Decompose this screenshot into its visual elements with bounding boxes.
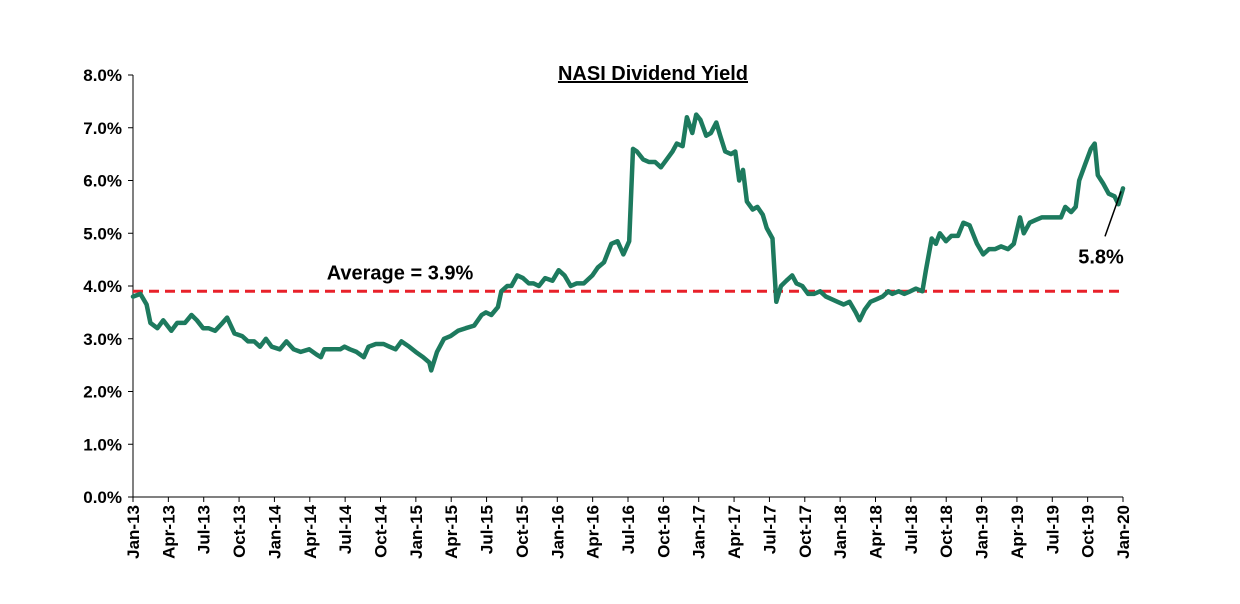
x-tick-label: Jul-16: [619, 505, 638, 554]
y-tick-label: 6.0%: [83, 172, 122, 191]
x-tick-label: Jan-18: [831, 505, 850, 559]
x-tick-label: Apr-19: [1008, 505, 1027, 559]
x-tick-label: Jan-15: [407, 505, 426, 559]
x-tick-label: Oct-17: [796, 505, 815, 558]
x-tick-label: Jul-17: [760, 505, 779, 554]
x-tick-label: Jan-16: [548, 505, 567, 559]
y-tick-label: 3.0%: [83, 330, 122, 349]
x-tick-label: Jul-19: [1043, 505, 1062, 554]
chart-title: NASI Dividend Yield: [558, 63, 748, 85]
x-tick-label: Oct-15: [513, 505, 532, 558]
average-label: Average = 3.9%: [327, 262, 474, 284]
y-tick-label: 5.0%: [83, 224, 122, 243]
x-tick-label: Apr-13: [159, 505, 178, 559]
x-tick-label: Jan-13: [124, 505, 143, 559]
y-axis: 0.0% 1.0% 2.0% 3.0% 4.0% 5.0% 6.0% 7.0% 8.0%: [83, 66, 134, 507]
x-tick-label: Oct-19: [1079, 505, 1098, 558]
x-axis: Jan-13 Apr-13 Jul-13 Oct-13 Jan-14 Apr-14 Jul-…: [124, 496, 1133, 559]
x-tick-label: Jan-17: [690, 505, 709, 559]
x-tick-label: Jan-14: [265, 504, 284, 558]
x-tick-label: Jul-13: [195, 505, 214, 554]
x-tick-label: Apr-16: [584, 505, 603, 559]
x-tick-label: Apr-18: [867, 505, 886, 559]
x-tick-label: Jan-19: [973, 505, 992, 559]
x-tick-label: Jul-15: [478, 505, 497, 554]
x-tick-label: Apr-17: [725, 505, 744, 559]
x-tick-label: Apr-15: [442, 505, 461, 559]
series-line: [130, 112, 1126, 373]
y-tick-label: 4.0%: [83, 277, 122, 296]
x-tick-label: Jul-18: [902, 505, 921, 554]
x-tick-label: Jan-20: [1114, 505, 1133, 559]
y-tick-label: 8.0%: [83, 66, 122, 85]
x-tick-label: Oct-18: [937, 505, 956, 558]
x-tick-label: Oct-16: [654, 505, 673, 558]
x-tick-label: Oct-13: [230, 505, 249, 558]
y-tick-label: 2.0%: [83, 383, 122, 402]
y-tick-label: 1.0%: [83, 435, 122, 454]
y-tick-label: 0.0%: [83, 488, 122, 507]
y-tick-label: 7.0%: [83, 119, 122, 138]
x-tick-label: Jul-14: [336, 504, 355, 554]
last-value-label: 5.8%: [1078, 246, 1124, 268]
x-tick-label: Oct-14: [372, 504, 391, 557]
last-value-leader: [1104, 191, 1122, 237]
x-tick-label: Apr-14: [301, 504, 320, 558]
